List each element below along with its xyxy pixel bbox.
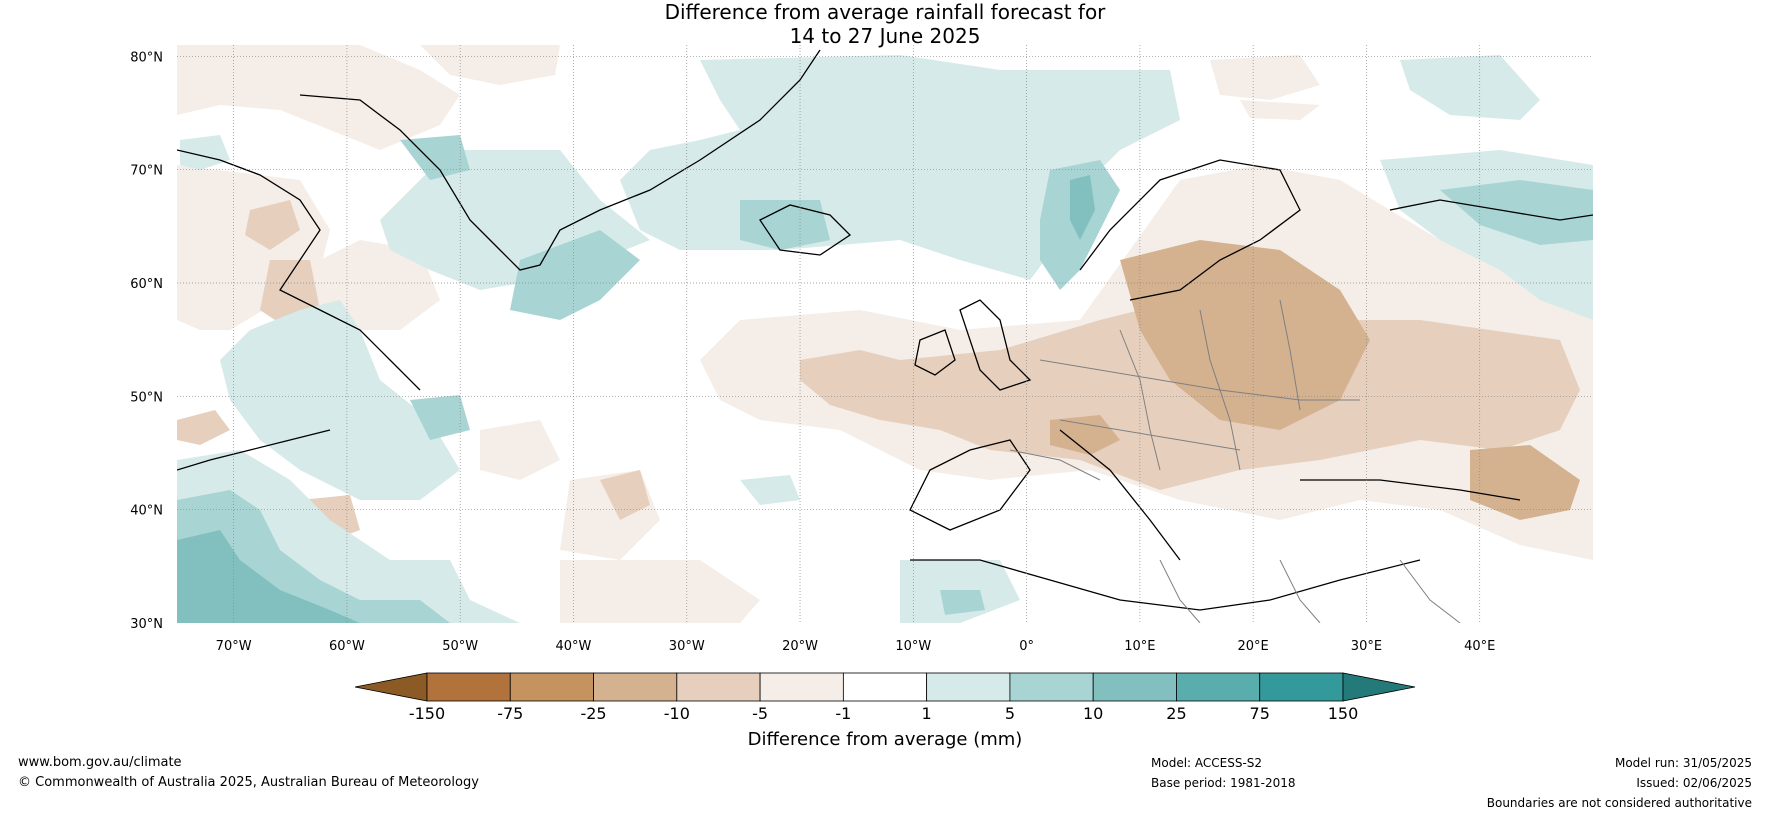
issued-text: Issued: 02/06/2025	[1636, 776, 1752, 790]
map-title-line2: 14 to 27 June 2025	[789, 24, 981, 48]
lat-label: 50°N	[130, 390, 163, 405]
colorbar-bin	[1009, 672, 1094, 702]
map-panel	[177, 45, 1593, 623]
colorbar-bin	[1259, 672, 1344, 702]
map-title-line1: Difference from average rainfall forecas…	[664, 0, 1106, 24]
disclaimer-text: Boundaries are not considered authoritat…	[1486, 796, 1752, 810]
colorbar-tick-label: 1	[922, 704, 932, 723]
lon-label: 70°W	[216, 639, 252, 654]
colorbar-extend-low	[354, 672, 428, 702]
lat-label: 60°N	[130, 277, 163, 292]
lon-label: 10°E	[1124, 639, 1155, 654]
footer-right: Model run: 31/05/2025 Issued: 02/06/2025…	[1487, 753, 1752, 813]
colorbar-bin	[1176, 672, 1261, 702]
colorbar-bin	[676, 672, 761, 702]
colorbar-bin	[593, 672, 678, 702]
lat-label: 70°N	[130, 164, 163, 179]
copyright-text: © Commonwealth of Australia 2025, Austra…	[18, 775, 479, 790]
lat-label: 80°N	[130, 50, 163, 65]
colorbar-bin	[509, 672, 594, 702]
colorbar: -150 -75 -25 -10 -5 -1 1 5 10 25 75 150	[354, 672, 1416, 723]
colorbar-tick-label: 75	[1250, 704, 1270, 723]
colorbar-tick-label: 150	[1328, 704, 1359, 723]
colorbar-bin	[926, 672, 1011, 702]
colorbar-extend-high	[1342, 672, 1416, 702]
lon-label: 40°W	[556, 639, 592, 654]
gridlines	[177, 45, 1593, 623]
colorbar-tick-label: -10	[664, 704, 690, 723]
model-text: Model: ACCESS-S2	[1151, 756, 1263, 770]
colorbar-bin	[759, 672, 844, 702]
lon-label: 30°W	[669, 639, 705, 654]
colorbar-tick-label: -25	[580, 704, 606, 723]
lon-label: 30°E	[1351, 639, 1382, 654]
colorbar-tick-label: -150	[409, 704, 445, 723]
colorbar-tick-label: 5	[1005, 704, 1015, 723]
footer-left: www.bom.gov.au/climate © Commonwealth of…	[18, 753, 479, 793]
base-period-text: Base period: 1981-2018	[1151, 776, 1296, 790]
wetter-anomaly-regions	[177, 55, 1593, 623]
colorbar-tick-label: 10	[1083, 704, 1103, 723]
lat-label: 30°N	[130, 617, 163, 632]
lon-label: 50°W	[442, 639, 478, 654]
footer-model-info: Model: ACCESS-S2 Base period: 1981-2018	[1151, 753, 1296, 793]
colorbar-title: Difference from average (mm)	[748, 729, 1023, 750]
lon-label: 20°E	[1238, 639, 1269, 654]
map-title: Difference from average rainfall forecas…	[0, 0, 1770, 48]
website-text: www.bom.gov.au/climate	[18, 755, 182, 770]
longitude-labels: 70°W 60°W 50°W 40°W 30°W 20°W 10°W 0° 10°E 20°E 30…	[216, 639, 1496, 654]
colorbar-bin	[1092, 672, 1177, 702]
colorbar-bin	[842, 672, 928, 702]
latitude-labels: 80°N 70°N 60°N 50°N 40°N 30°N	[130, 50, 163, 632]
lat-label: 40°N	[130, 504, 163, 519]
lon-label: 10°W	[895, 639, 931, 654]
colorbar-tick-label: -5	[752, 704, 768, 723]
lon-label: 0°	[1019, 639, 1034, 654]
colorbar-tick-label: -75	[497, 704, 523, 723]
colorbar-bin	[426, 672, 511, 702]
colorbar-tick-label: -1	[835, 704, 851, 723]
lon-label: 60°W	[329, 639, 365, 654]
lon-label: 40°E	[1464, 639, 1495, 654]
colorbar-tick-label: 25	[1166, 704, 1186, 723]
lon-label: 20°W	[782, 639, 818, 654]
model-run-text: Model run: 31/05/2025	[1614, 756, 1752, 770]
